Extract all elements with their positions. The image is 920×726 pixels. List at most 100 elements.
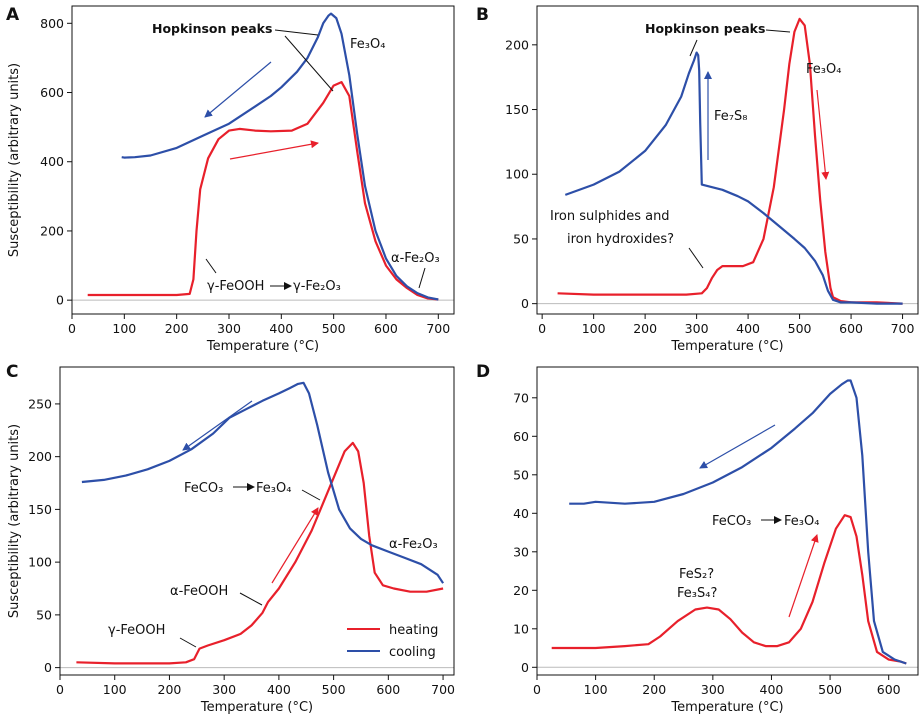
- y-tick-label-a: 200: [40, 223, 64, 238]
- alpha-feooh-label-c: α-FeOOH: [170, 584, 228, 599]
- fe3o4-pointer-c: [301, 489, 321, 501]
- alpha-pointer-a: [418, 267, 426, 289]
- x-tick-label-d: 100: [584, 682, 608, 697]
- x-tick-label-d: 600: [877, 682, 901, 697]
- hopkinson-label-a: Hopkinson peaks: [152, 21, 272, 36]
- x-tick-label-a: 600: [374, 321, 398, 336]
- gamma-pointer-a: [205, 258, 217, 274]
- y-tick-label-c: 0: [44, 660, 52, 675]
- cooling-curve-d: [569, 379, 907, 665]
- fe3o4-label-d: Fe₃O₄: [784, 514, 819, 529]
- x-tick-label-a: 200: [165, 321, 189, 336]
- heating-arrow-a: [229, 140, 319, 160]
- x-tick-label-b: 100: [582, 321, 606, 336]
- feco3-label-c: FeCO₃: [184, 481, 223, 496]
- x-tick-label-c: 300: [212, 682, 236, 697]
- y-tick-label-b: 100: [505, 167, 529, 182]
- x-axis-label-c: Temperature (°C): [200, 700, 313, 715]
- hopkinson-pointer-b2: [689, 39, 698, 57]
- panel-letter-b: B: [476, 5, 489, 25]
- x-tick-label-b: 200: [633, 321, 657, 336]
- heating-curve-a: [87, 80, 439, 301]
- x-tick-label-b: 500: [788, 321, 812, 336]
- alpha-fe2o3-label-a: α-Fe₂O₃: [391, 251, 440, 266]
- y-tick-label-a: 400: [40, 154, 64, 169]
- x-tick-label-a: 500: [322, 321, 346, 336]
- y-tick-label-b: 0: [521, 296, 529, 311]
- fe3o4-label-a: Fe₃O₄: [350, 37, 385, 52]
- heating-curve-b: [557, 17, 903, 305]
- sulphides-label-2-b: iron hydroxides?: [567, 232, 674, 247]
- y-tick-label-c: 250: [28, 396, 52, 411]
- annotations-c: FeCO₃ Fe₃O₄ α-Fe₂O₃ α-FeOOH γ-FeOOH heat…: [108, 400, 438, 660]
- x-tick-label-b: 0: [538, 321, 546, 336]
- y-tick-label-d: 60: [513, 429, 529, 444]
- alpha-fe2o3-label-c: α-Fe₂O₃: [389, 537, 438, 552]
- x-tick-label-c: 500: [322, 682, 346, 697]
- sulphides-label-1-b: Iron sulphides and: [550, 209, 670, 224]
- x-tick-label-c: 400: [267, 682, 291, 697]
- x-tick-label-d: 500: [818, 682, 842, 697]
- annotations-d: FeCO₃ Fe₃O₄ FeS₂? Fe₃S₄?: [677, 424, 819, 618]
- y-tick-label-d: 40: [513, 506, 529, 521]
- y-tick-label-a: 800: [40, 16, 64, 31]
- y-axis-label-c: Susceptibility (arbitrary units): [7, 424, 22, 618]
- x-tick-label-a: 100: [112, 321, 136, 336]
- panel-b: 0 100 200 300 400 500 600 700 0 50 100 150 200 Temper…: [505, 5, 919, 354]
- heating-arrow-c: [271, 507, 319, 584]
- y-axis-label-a: Susceptibility (arbitrary units): [7, 63, 22, 257]
- x-tick-label-a: 400: [269, 321, 293, 336]
- x-tick-label-c: 0: [56, 682, 64, 697]
- y-tick-label-b: 150: [505, 102, 529, 117]
- x-tick-label-a: 300: [217, 321, 241, 336]
- feco3-arrowhead-c: [247, 483, 255, 491]
- fe3o4-label-b: Fe₃O₄: [806, 62, 841, 77]
- x-tick-label-b: 400: [736, 321, 760, 336]
- y-tick-label-b: 50: [513, 231, 529, 246]
- y-tick-label-d: 20: [513, 583, 529, 598]
- legend-cooling-label: cooling: [389, 645, 436, 660]
- x-tick-label-c: 200: [158, 682, 182, 697]
- hopkinson-pointer-a2: [284, 35, 334, 92]
- cooling-curve-c: [81, 381, 445, 584]
- plot-frame-c: [59, 366, 455, 676]
- panel-letter-a: A: [6, 5, 20, 25]
- x-axis-label-b: Temperature (°C): [670, 339, 783, 354]
- x-tick-label-c: 600: [376, 682, 400, 697]
- gamma-feooh-label-c: γ-FeOOH: [108, 623, 165, 638]
- x-axis-label-d: Temperature (°C): [670, 700, 783, 715]
- y-tick-label-c: 150: [28, 502, 52, 517]
- hopkinson-pointer-a1: [274, 29, 319, 36]
- x-tick-label-c: 100: [103, 682, 127, 697]
- heating-curve-d: [551, 514, 907, 665]
- x-tick-label-b: 600: [839, 321, 863, 336]
- y-tick-label-c: 50: [36, 607, 52, 622]
- sulphides-pointer-b: [688, 247, 704, 269]
- x-tick-label-b: 700: [891, 321, 915, 336]
- y-tick-label-d: 70: [513, 390, 529, 405]
- x-tick-label-a: 0: [68, 321, 76, 336]
- cooling-arrow-a: [204, 61, 272, 118]
- heating-arrow-d: [788, 534, 819, 618]
- x-axis-label-a: Temperature (°C): [206, 339, 319, 354]
- panel-d: 0 100 200 300 400 500 600 0 10 20 30 40 50 60 70 Temper…: [513, 366, 919, 715]
- cooling-arrow-c: [182, 400, 253, 451]
- cooling-arrow-d: [699, 424, 776, 469]
- annotations-a: Hopkinson peaks Fe₃O₄ γ-FeOOH γ-Fe₂O₃ α-…: [152, 21, 440, 294]
- heating-arrow-b: [816, 89, 830, 180]
- x-tick-label-d: 200: [642, 682, 666, 697]
- fe3s4-label-d: Fe₃S₄?: [677, 586, 717, 601]
- plot-frame-d: [536, 366, 919, 676]
- x-tick-label-b: 300: [685, 321, 709, 336]
- x-tick-label-c: 700: [431, 682, 455, 697]
- alpha-feooh-pointer-c: [239, 592, 263, 606]
- x-tick-label-d: 400: [760, 682, 784, 697]
- y-tick-label-a: 600: [40, 85, 64, 100]
- cooling-curve-a: [121, 12, 439, 301]
- x-tick-label-d: 300: [701, 682, 725, 697]
- panel-a: 0 100 200 300 400 500 600 700 0 200 400 600 800 Tempe…: [7, 5, 455, 354]
- y-tick-label-d: 30: [513, 544, 529, 559]
- plot-frame-a: [71, 5, 455, 315]
